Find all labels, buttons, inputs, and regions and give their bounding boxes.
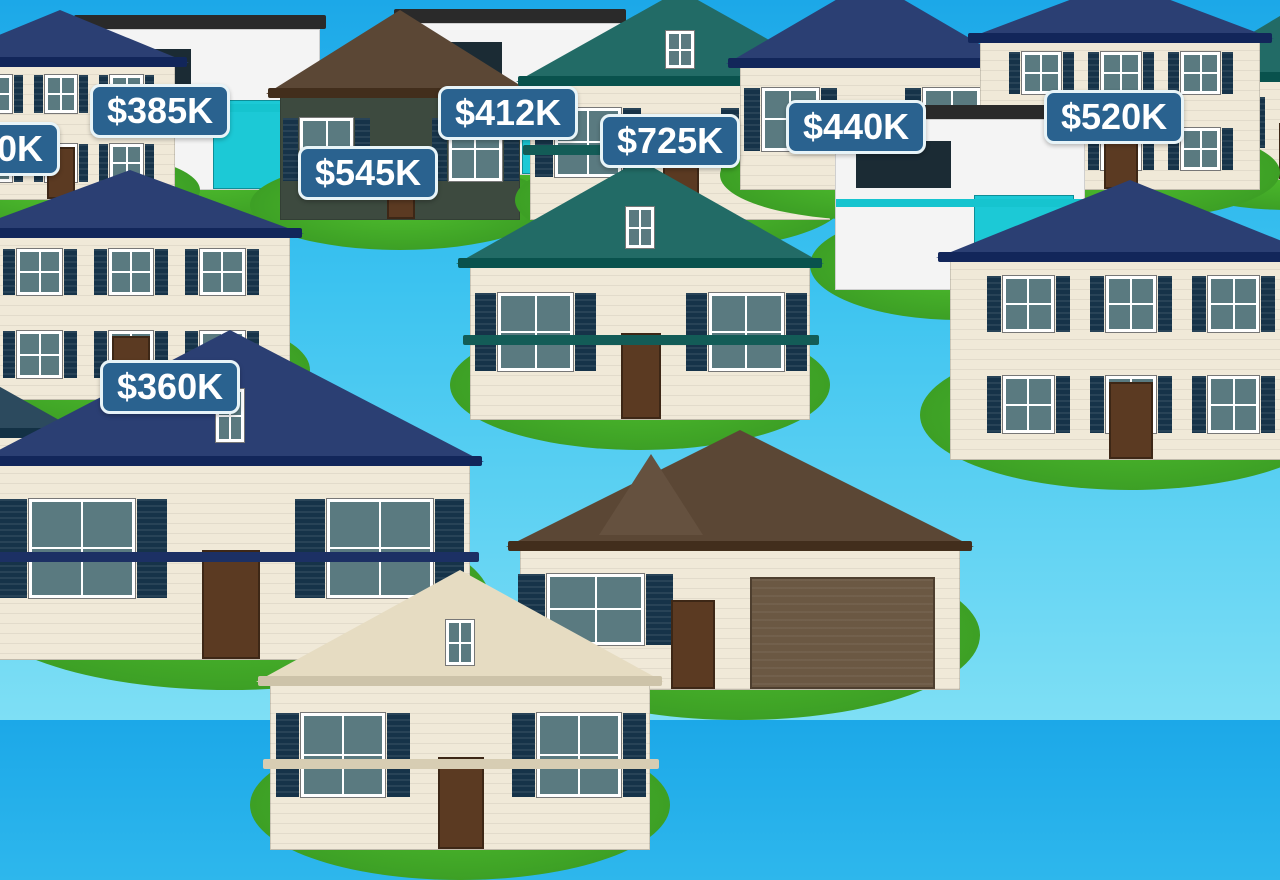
garage-door	[750, 577, 935, 689]
mid-fascia	[263, 759, 659, 769]
shutter	[1158, 376, 1172, 432]
fascia	[968, 33, 1272, 43]
shutter	[34, 75, 43, 113]
price-tag: $545K	[298, 146, 438, 200]
shutter	[14, 75, 23, 113]
window	[29, 499, 135, 598]
window	[0, 75, 12, 113]
price-tag: $412K	[438, 86, 578, 140]
fascia	[0, 228, 302, 238]
shutter	[1261, 276, 1275, 332]
window	[17, 249, 62, 295]
house-body	[470, 264, 810, 420]
shutter	[1261, 376, 1275, 432]
fascia	[508, 541, 972, 551]
shutter	[3, 249, 16, 295]
roof	[0, 170, 304, 234]
fascia	[258, 676, 662, 686]
window	[1101, 52, 1140, 94]
shutter	[247, 249, 260, 295]
window	[1181, 52, 1220, 94]
door	[1109, 382, 1152, 459]
window	[1022, 52, 1061, 94]
shutter	[1192, 376, 1206, 432]
shutter	[1222, 128, 1233, 170]
shutter	[64, 249, 77, 295]
shutter	[1168, 52, 1179, 94]
shutter	[276, 713, 299, 797]
house-gable	[270, 570, 650, 850]
shutter	[1222, 52, 1233, 94]
fascia	[0, 57, 187, 67]
door	[621, 333, 662, 419]
window	[1003, 276, 1053, 332]
roof	[506, 430, 974, 547]
roof	[266, 10, 534, 94]
window	[498, 293, 573, 371]
roof	[936, 180, 1280, 258]
fascia	[938, 252, 1280, 262]
attic-window	[626, 207, 654, 249]
fascia	[458, 258, 822, 268]
price-tag: 0K	[0, 122, 60, 176]
attic-window	[666, 31, 694, 68]
shutter	[1056, 376, 1070, 432]
price-tag: $440K	[786, 100, 926, 154]
attic-window	[446, 620, 474, 665]
shutter	[94, 249, 107, 295]
mid-fascia	[463, 335, 819, 345]
window	[537, 713, 621, 797]
shutter	[1063, 52, 1074, 94]
window	[1208, 276, 1258, 332]
door	[671, 600, 715, 689]
shutter	[512, 713, 535, 797]
price-tag: $725K	[600, 114, 740, 168]
window	[1181, 128, 1220, 170]
shutter	[1090, 276, 1104, 332]
roof	[0, 10, 189, 63]
shutter	[786, 293, 807, 371]
window	[709, 293, 784, 371]
price-tag: $520K	[1044, 90, 1184, 144]
fascia	[728, 58, 1012, 68]
shutter	[0, 499, 27, 598]
window	[45, 75, 77, 113]
neighborhood-infographic: 0K $385K $545K$412K $725K $440K $520K $360K	[0, 0, 1280, 720]
shutter	[744, 88, 760, 151]
shutter	[1056, 276, 1070, 332]
shutter	[575, 293, 596, 371]
window	[1106, 276, 1156, 332]
door	[438, 757, 484, 849]
dormer	[599, 454, 703, 535]
door	[202, 550, 260, 659]
house-colonial	[950, 180, 1280, 460]
fascia	[0, 456, 482, 466]
house-body	[950, 258, 1280, 460]
shutter	[185, 249, 198, 295]
shutter	[623, 713, 646, 797]
shutter	[137, 499, 167, 598]
mid-fascia	[0, 552, 479, 562]
shutter	[387, 713, 410, 797]
shutter	[987, 376, 1001, 432]
shutter	[79, 75, 88, 113]
window	[200, 249, 245, 295]
shutter	[987, 276, 1001, 332]
house-body	[270, 682, 650, 850]
price-tag: $360K	[100, 360, 240, 414]
window	[1208, 376, 1258, 432]
window	[109, 249, 154, 295]
window	[301, 713, 385, 797]
shutter	[1009, 52, 1020, 94]
shutter	[1088, 52, 1099, 94]
shutter	[1090, 376, 1104, 432]
price-tag: $385K	[90, 84, 230, 138]
shutter	[1143, 52, 1154, 94]
shutter	[1158, 276, 1172, 332]
shutter	[155, 249, 168, 295]
house-gable	[470, 160, 810, 420]
shutter	[1192, 276, 1206, 332]
window	[1003, 376, 1053, 432]
shutter	[686, 293, 707, 371]
